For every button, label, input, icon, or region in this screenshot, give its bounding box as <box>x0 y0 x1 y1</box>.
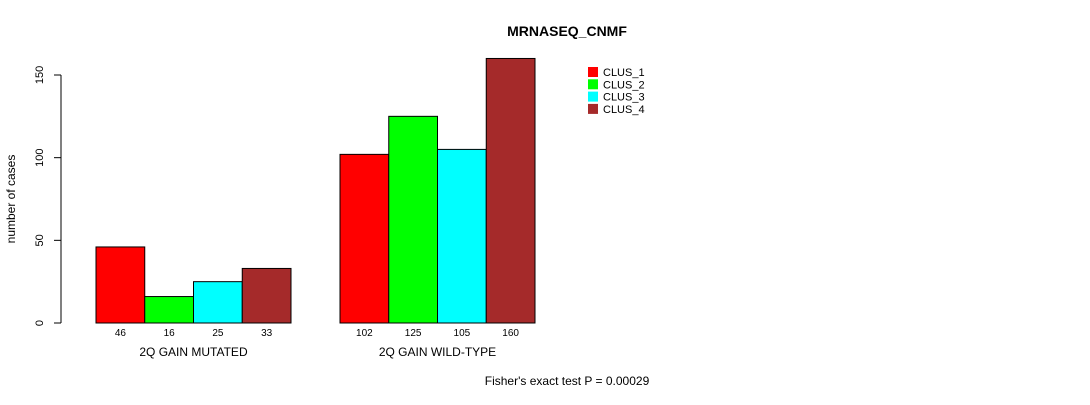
bar-clus_1 <box>95 246 146 324</box>
bar-value-label: 102 <box>356 328 373 339</box>
group-label: 2Q GAIN WILD-TYPE <box>379 345 496 359</box>
bar-clus_3 <box>437 148 487 324</box>
bar-clus_2 <box>144 296 194 324</box>
legend-swatch <box>588 79 598 90</box>
fisher-test-annotation: Fisher's exact test P = 0.00029 <box>485 374 650 388</box>
bar-value-label: 105 <box>454 328 471 339</box>
bar-clus_2 <box>388 115 438 324</box>
legend-label: CLUS_2 <box>603 79 645 91</box>
bar-value-label: 46 <box>115 328 127 339</box>
bar-value-labels: 46 16 25 33 2Q GAIN MUTATED 102 125 105 160 2Q GA… <box>115 328 520 359</box>
y-tick-label: 150 <box>34 66 46 84</box>
legend-label: CLUS_4 <box>603 104 645 116</box>
bar-value-label: 33 <box>261 328 273 339</box>
bar-value-label: 125 <box>405 328 422 339</box>
bar-clus_1 <box>339 153 390 324</box>
bars <box>95 57 536 324</box>
group-label: 2Q GAIN MUTATED <box>139 345 248 359</box>
bar-clus_3 <box>193 281 243 324</box>
bar-value-label: 25 <box>212 328 224 339</box>
y-axis-label: number of cases <box>4 155 18 244</box>
legend-swatch <box>588 103 598 114</box>
y-tick-label: 50 <box>34 234 46 246</box>
bar-value-label: 160 <box>502 328 519 339</box>
y-axis: 0 50 100 150 <box>34 66 62 326</box>
legend-swatch <box>588 67 598 77</box>
bar-clus_4 <box>485 57 536 324</box>
bar-value-label: 16 <box>164 328 176 339</box>
chart-title: MRNASEQ_CNMF <box>507 23 627 39</box>
bar-clus_4 <box>241 267 292 324</box>
y-tick-label: 0 <box>34 320 46 326</box>
legend-label: CLUS_3 <box>603 92 645 104</box>
legend-label: CLUS_1 <box>603 67 645 79</box>
y-tick-label: 100 <box>34 148 46 166</box>
legend-swatch <box>588 91 598 102</box>
